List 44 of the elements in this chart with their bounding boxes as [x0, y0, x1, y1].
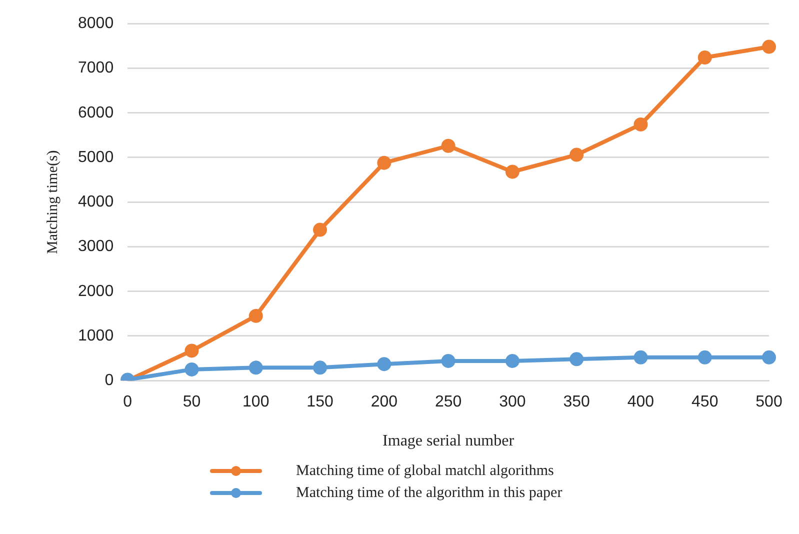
- x-tick-label: 450: [692, 394, 718, 411]
- y-tick-label: 3000: [78, 238, 114, 256]
- x-tick-label: 500: [756, 394, 782, 411]
- point: [377, 156, 392, 170]
- point: [248, 308, 263, 323]
- x-axis-title: Image serial number: [382, 432, 515, 450]
- point: [441, 138, 456, 153]
- x-tick-label: 0: [123, 394, 132, 411]
- x-tick-label: 250: [434, 394, 462, 411]
- point: [441, 354, 456, 368]
- point: [698, 50, 712, 65]
- point: [762, 350, 776, 364]
- x-tick-label: 400: [627, 394, 654, 411]
- point: [313, 360, 328, 375]
- point: [698, 350, 712, 364]
- x-tick-label: 150: [306, 394, 334, 411]
- x-tick-label: 200: [370, 394, 398, 411]
- x-tick-label: 300: [499, 394, 526, 411]
- x-tick-label: 350: [563, 394, 590, 411]
- y-tick-label: 2000: [78, 282, 114, 300]
- point: [762, 40, 776, 54]
- legend-label: Matching time of global matchl algorithms: [296, 462, 554, 480]
- point: [313, 222, 328, 237]
- point: [505, 164, 520, 179]
- y-tick-label: 7000: [78, 60, 114, 77]
- y-tick-label: 6000: [78, 104, 114, 122]
- point: [634, 350, 648, 364]
- point: [184, 362, 199, 376]
- point: [570, 352, 584, 366]
- y-tick-label: 5000: [78, 148, 114, 166]
- y-tick-label: 0: [104, 372, 114, 390]
- x-tick-label: 50: [182, 394, 201, 411]
- y-tick-label: 4000: [78, 194, 114, 211]
- point: [570, 148, 584, 162]
- y-axis-title: Matching time(s): [44, 150, 61, 254]
- point: [377, 357, 392, 372]
- legend-label: Matching time of the algorithm in this paper: [296, 484, 562, 502]
- y-tick-label: 8000: [78, 15, 114, 32]
- y-tick-label: 1000: [78, 327, 114, 344]
- point: [505, 354, 520, 368]
- point: [184, 344, 199, 358]
- x-tick-label: 100: [242, 394, 270, 411]
- point: [248, 360, 263, 375]
- point: [634, 117, 648, 132]
